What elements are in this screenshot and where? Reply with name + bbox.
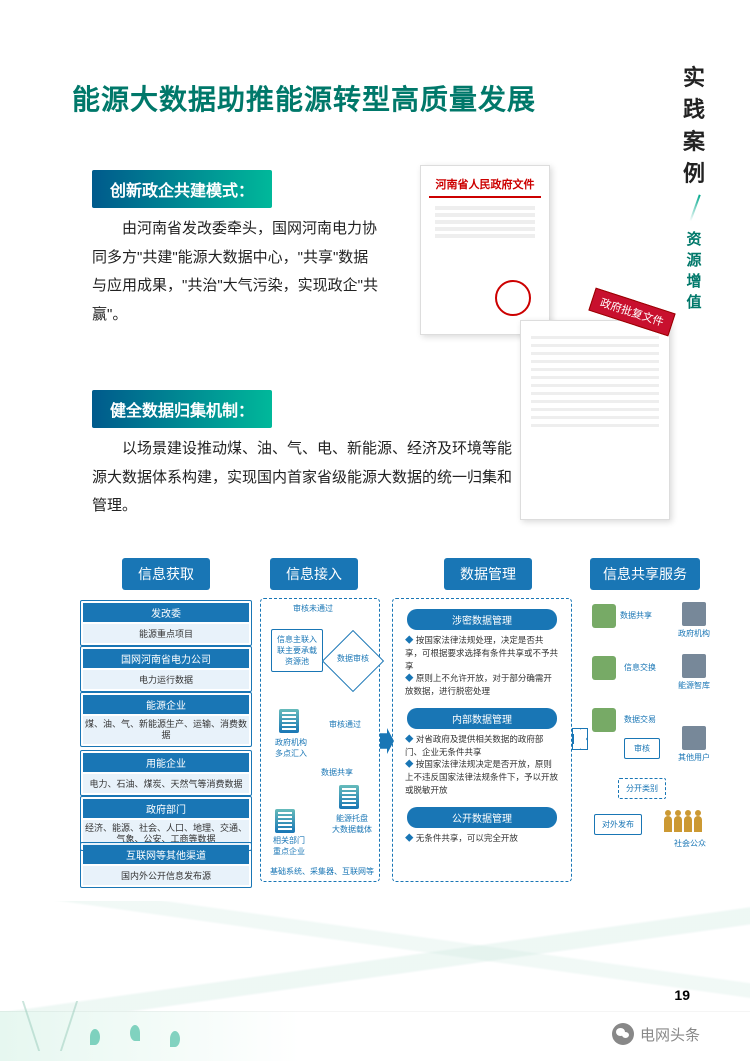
info-source-3: 能源企业 煤、油、气、新能源生产、运输、消费数据 <box>80 692 252 747</box>
col-head-2: 信息接入 <box>270 558 358 590</box>
c4-n4b: 其他用户 <box>678 752 710 763</box>
c4-n5: 分开类别 <box>618 778 666 799</box>
building-icon-3 <box>275 809 295 833</box>
c2-mid: 政府机构 多点汇入 <box>269 737 313 759</box>
c2-pass: 审核通过 <box>329 719 361 730</box>
c2-box1: 信息主联入联主要承载资源池 <box>271 629 323 672</box>
c4-n2r: 能源智库 <box>678 680 710 691</box>
c3-g2-head: 内部数据管理 <box>407 708 557 729</box>
c4-n4: 审核 <box>624 738 660 759</box>
side-label: 实践案例 资源增值 <box>680 60 710 312</box>
building-icon <box>279 709 299 733</box>
tower-icon <box>30 999 70 1051</box>
col-head-3: 数据管理 <box>444 558 532 590</box>
section1: 创新政企共建模式： <box>92 170 272 208</box>
side-main: 实践案例 <box>680 60 710 188</box>
c4-n2: 信息交换 <box>624 662 656 673</box>
col3-frame: 涉密数据管理 按国家法律法规处理，决定是否共享，可根据要求选择有条件共享或不予共… <box>392 598 572 882</box>
info-source-2: 国网河南省电力公司 电力运行数据 <box>80 646 252 692</box>
leaf-icon <box>90 1029 100 1045</box>
c4-n1r: 政府机构 <box>678 628 710 639</box>
page-title: 能源大数据助推能源转型高质量发展 <box>72 78 536 118</box>
wechat-icon <box>612 1023 634 1045</box>
flowchart: 信息获取 信息接入 数据管理 信息共享服务 发改委 能源重点项目 国网河南省电力… <box>60 558 700 908</box>
col-head-4: 信息共享服务 <box>590 558 700 590</box>
people-icon <box>664 816 704 834</box>
c4-n3: 数据交易 <box>624 714 656 725</box>
section1-body: 由河南省发改委牵头，国网河南电力协同多方"共建"能源大数据中心，"共享"数据与应… <box>92 215 382 329</box>
c4-n6r: 社会公众 <box>674 838 706 849</box>
section1-badge: 创新政企共建模式： <box>92 170 272 208</box>
c2-diamond-label: 数据审核 <box>323 653 383 664</box>
c3-g1-head: 涉密数据管理 <box>407 609 557 630</box>
source-label: 电网头条 <box>612 1023 700 1045</box>
col4-frame: 数据共享 政府机构 信息交换 能源智库 数据交易 审核 其他用户 分开类别 对外… <box>584 598 712 882</box>
c2-share: 数据共享 <box>321 767 353 778</box>
c4-n1: 数据共享 <box>620 610 652 621</box>
section2-badge: 健全数据归集机制： <box>92 390 272 428</box>
pc-icon <box>682 726 706 750</box>
building-icon-2 <box>339 785 359 809</box>
gov-document-2 <box>520 320 670 520</box>
c3-g3-body: 无条件共享，可以完全开放 <box>399 830 565 851</box>
seal-icon <box>495 280 531 316</box>
c2-bottom2: 能源托盘 大数据载体 <box>325 813 379 835</box>
source-text: 电网头条 <box>640 1024 700 1045</box>
gov-document-1: 河南省人民政府文件 <box>420 165 550 335</box>
info-source-6: 互联网等其他渠道 国内外公开信息发布源 <box>80 842 252 888</box>
page-number: 19 <box>674 987 690 1003</box>
section2: 健全数据归集机制： <box>92 390 272 428</box>
doc1-title: 河南省人民政府文件 <box>429 176 541 198</box>
side-sub: 资源增值 <box>680 228 710 312</box>
leaf-icon <box>130 1025 140 1041</box>
server-icon <box>592 604 616 628</box>
c4-n6: 对外发布 <box>594 814 642 835</box>
leaf-icon <box>170 1031 180 1047</box>
col-head-1: 信息获取 <box>122 558 210 590</box>
section2-body: 以场景建设推动煤、油、气、电、新能源、经济及环境等能源大数据体系构建，实现国内首… <box>92 435 512 521</box>
c2-topgate: 审核未通过 <box>293 603 333 614</box>
divider <box>689 195 700 222</box>
info-source-4: 用能企业 电力、石油、煤炭、天然气等消费数据 <box>80 750 252 796</box>
c2-bottom1: 相关部门 重点企业 <box>265 835 313 857</box>
c3-g3-head: 公开数据管理 <box>407 807 557 828</box>
server-icon <box>592 656 616 680</box>
col2-frame: 审核未通过 信息主联入联主要承载资源池 数据审核 政府机构 多点汇入 审核通过 … <box>260 598 380 882</box>
pc-icon <box>682 654 706 678</box>
c3-g1-body: 按国家法律法规处理，决定是否共享，可根据要求选择有条件共享或不予共享 原则上不允… <box>399 632 565 704</box>
c3-g2-body: 对省政府及提供相关数据的政府部门、企业无条件共享 按国家法律法规决定是否开放，原… <box>399 731 565 803</box>
server-icon <box>592 708 616 732</box>
info-source-1: 发改委 能源重点项目 <box>80 600 252 646</box>
pc-icon <box>682 602 706 626</box>
footer-decoration <box>10 981 270 1051</box>
c2-foot: 基础系统、采集器、互联网等 <box>267 866 377 877</box>
